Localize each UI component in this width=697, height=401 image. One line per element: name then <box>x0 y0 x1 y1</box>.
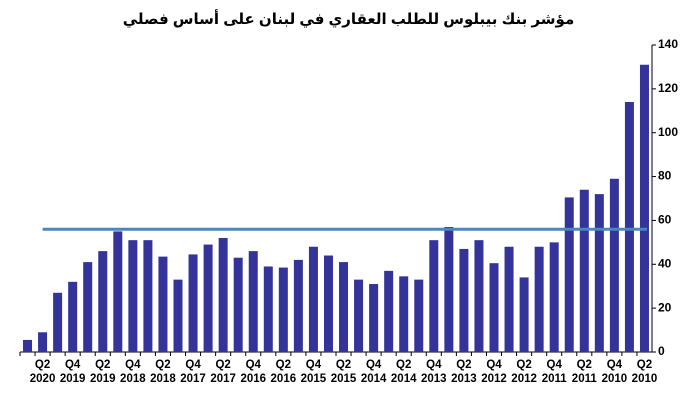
bar <box>293 259 303 352</box>
bar <box>579 189 589 352</box>
bar <box>308 246 318 352</box>
bar <box>594 194 604 352</box>
x-tick-label: Q4 2013 <box>421 359 447 385</box>
bar <box>38 332 48 352</box>
bar <box>83 262 93 352</box>
y-tick-label: 80 <box>658 169 672 183</box>
bar <box>429 240 439 352</box>
bar <box>218 237 228 352</box>
x-tick-label: Q2 2020 <box>29 359 56 385</box>
x-tick-label: Q2 2014 <box>390 359 417 385</box>
bar <box>203 244 213 352</box>
y-tick-label: 60 <box>658 213 672 227</box>
x-tick-label: Q2 2010 <box>631 359 658 385</box>
x-tick-label: Q4 2011 <box>541 359 567 385</box>
bar <box>474 240 484 352</box>
bar <box>188 254 198 352</box>
bar <box>459 248 469 352</box>
x-tick-label: Q2 2017 <box>210 359 236 385</box>
x-tick-label: Q4 2014 <box>360 359 387 385</box>
x-tick-label: Q2 2012 <box>511 359 537 385</box>
bar <box>323 255 333 352</box>
bar <box>143 240 153 352</box>
bar <box>624 102 634 352</box>
x-tick-label: Q2 2013 <box>451 359 477 385</box>
bar <box>23 339 33 352</box>
bar <box>173 279 183 352</box>
bar <box>369 284 379 352</box>
bar <box>278 267 288 352</box>
bar <box>444 227 454 352</box>
bar <box>53 292 63 352</box>
y-tick-label: 100 <box>658 125 678 139</box>
bar <box>384 270 394 352</box>
y-tick-label: 20 <box>658 300 672 314</box>
x-tick-label: Q2 2015 <box>330 359 357 385</box>
bar <box>98 251 108 352</box>
bar <box>399 276 409 352</box>
bar <box>233 257 243 352</box>
x-tick-label: Q4 2019 <box>59 359 86 385</box>
bar <box>534 246 544 352</box>
bar <box>489 263 499 352</box>
x-tick-label: Q2 2019 <box>89 359 116 385</box>
x-tick-label: Q2 2011 <box>571 359 597 385</box>
x-tick-label: Q4 2016 <box>240 359 267 385</box>
x-tick-label: Q4 2017 <box>180 359 206 385</box>
y-tick-label: 0 <box>658 344 665 358</box>
x-tick-label: Q4 2018 <box>120 359 146 385</box>
bar <box>248 251 258 352</box>
x-tick-label: Q4 2010 <box>601 359 628 385</box>
x-tick-label: Q4 2012 <box>481 359 507 385</box>
bar <box>113 231 123 352</box>
bar <box>564 197 574 352</box>
y-tick-label: 40 <box>658 256 672 270</box>
bar <box>354 279 364 352</box>
x-tick-label: Q2 2018 <box>150 359 176 385</box>
bar <box>68 281 78 352</box>
bar <box>549 242 559 352</box>
bar <box>128 240 138 352</box>
bar <box>504 246 514 352</box>
y-tick-label: 120 <box>658 81 678 95</box>
bar <box>263 266 273 352</box>
x-tick-label: Q2 2016 <box>270 359 297 385</box>
y-tick-label: 140 <box>658 37 678 51</box>
bar <box>609 178 619 352</box>
bar <box>414 279 424 352</box>
bar <box>639 64 649 352</box>
bar <box>339 262 349 352</box>
x-tick-label: Q4 2015 <box>300 359 327 385</box>
bar <box>158 256 168 352</box>
chart-title: مؤشر بنك بيبلوس للطلب العقاري في لبنان ع… <box>122 11 575 28</box>
bar <box>519 277 529 352</box>
